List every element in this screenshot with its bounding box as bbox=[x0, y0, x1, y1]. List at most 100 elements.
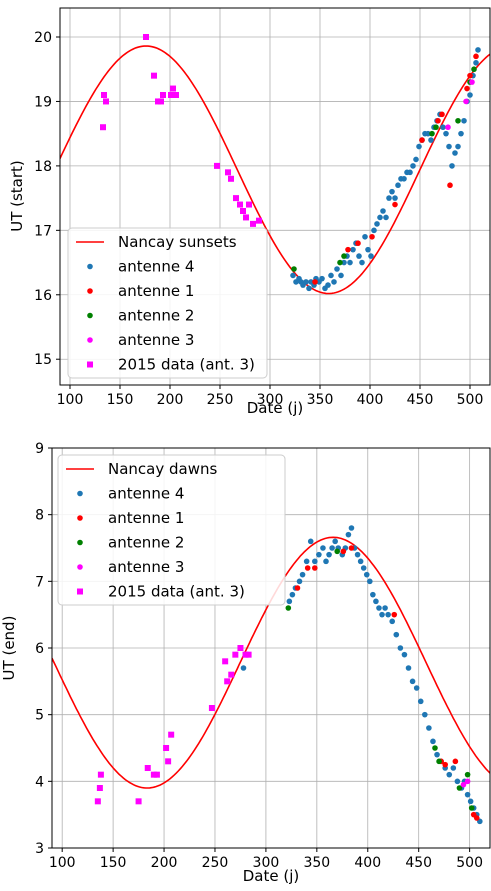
data-point bbox=[173, 92, 179, 98]
data-point bbox=[362, 233, 368, 240]
data-point bbox=[379, 611, 385, 618]
data-point bbox=[449, 163, 455, 169]
legend-label: antenne 4 bbox=[108, 485, 184, 503]
data-point bbox=[341, 253, 347, 259]
x-tick-label: 150 bbox=[100, 855, 127, 871]
legend-symbol bbox=[77, 588, 83, 595]
x-tick-label: 250 bbox=[202, 855, 229, 871]
data-point bbox=[151, 72, 157, 79]
y-tick-label: 18 bbox=[34, 159, 52, 175]
data-point bbox=[450, 765, 457, 771]
data-point bbox=[329, 545, 335, 551]
data-point bbox=[456, 785, 463, 791]
x-tick-label: 100 bbox=[49, 855, 76, 871]
axis-ticks: 100 150 200 250 300 350 400 450 500 3 4 5 6 7 8 9 bbox=[35, 441, 483, 871]
data-point bbox=[100, 124, 106, 131]
axis-ticks: 100 150 200 250 300 350 400 450 500 15 16 17 18 19 20 bbox=[34, 30, 483, 408]
data-point bbox=[452, 758, 459, 765]
plot-frame bbox=[59, 7, 491, 386]
dawn-chart-panel: 100 150 200 250 300 350 400 450 500 3 4 5 6 7 8 9 Date … bbox=[0, 441, 491, 885]
data-point bbox=[101, 92, 107, 98]
data-point bbox=[341, 259, 347, 266]
legend-symbol bbox=[87, 337, 93, 343]
data-point bbox=[401, 175, 407, 182]
data-point bbox=[373, 598, 379, 605]
legend-symbol bbox=[77, 539, 83, 546]
data-point bbox=[426, 725, 432, 731]
data-point bbox=[371, 227, 377, 234]
data-point bbox=[103, 98, 109, 105]
data-point bbox=[158, 98, 164, 105]
legend-label: 2015 data (ant. 3) bbox=[118, 356, 255, 374]
y-tick-label: 16 bbox=[34, 288, 52, 304]
data-point bbox=[243, 214, 249, 221]
data-point bbox=[397, 645, 404, 651]
data-point bbox=[312, 565, 318, 571]
data-point bbox=[357, 558, 364, 565]
data-point bbox=[285, 605, 292, 611]
data-point bbox=[337, 259, 343, 266]
data-point bbox=[429, 130, 435, 137]
data-point bbox=[363, 571, 370, 578]
data-point bbox=[350, 246, 356, 253]
data-point bbox=[332, 538, 338, 545]
data-point bbox=[97, 771, 104, 778]
data-point bbox=[224, 678, 231, 685]
data-point bbox=[360, 565, 367, 571]
data-point bbox=[395, 182, 401, 189]
data-point bbox=[458, 130, 464, 137]
legend-label: antenne 3 bbox=[108, 558, 184, 576]
x-tick-label: 200 bbox=[151, 855, 178, 871]
data-point bbox=[168, 731, 175, 738]
plot-area bbox=[60, 34, 490, 295]
data-point bbox=[434, 751, 440, 758]
data-point bbox=[455, 117, 461, 124]
legend-symbol bbox=[87, 361, 93, 368]
data-point bbox=[291, 266, 297, 272]
data-point bbox=[326, 551, 332, 558]
data-point bbox=[94, 798, 101, 805]
data-point bbox=[246, 201, 252, 208]
data-point bbox=[443, 130, 449, 137]
data-point bbox=[467, 72, 473, 79]
data-point bbox=[256, 217, 262, 224]
data-point bbox=[222, 658, 229, 665]
data-point bbox=[417, 698, 424, 705]
data-point bbox=[345, 246, 351, 253]
data-point bbox=[436, 758, 442, 765]
x-tick-label: 200 bbox=[157, 392, 184, 408]
data-point bbox=[242, 651, 249, 658]
data-point bbox=[294, 585, 301, 591]
x-tick-label: 500 bbox=[457, 392, 484, 408]
data-point bbox=[401, 651, 408, 658]
data-point bbox=[320, 545, 326, 551]
data-point bbox=[392, 201, 398, 208]
x-tick-label: 300 bbox=[253, 855, 280, 871]
data-point bbox=[289, 591, 296, 598]
data-point bbox=[382, 605, 388, 611]
data-point bbox=[389, 188, 395, 195]
legend-label: antenne 2 bbox=[118, 307, 194, 325]
data-point bbox=[237, 645, 244, 651]
data-point bbox=[225, 169, 231, 176]
data-point bbox=[454, 778, 461, 785]
data-point bbox=[432, 745, 438, 751]
data-point bbox=[153, 771, 160, 778]
data-point bbox=[316, 551, 322, 558]
data-point bbox=[377, 214, 383, 221]
legend-label: 2015 data (ant. 3) bbox=[108, 583, 245, 601]
data-point bbox=[286, 598, 293, 605]
data-point bbox=[328, 272, 334, 279]
data-point bbox=[319, 275, 325, 282]
x-tick-label: 400 bbox=[357, 392, 384, 408]
data-point bbox=[345, 531, 352, 538]
data-point bbox=[143, 34, 149, 40]
y-tick-label: 6 bbox=[35, 641, 44, 657]
data-point bbox=[386, 195, 392, 201]
data-point bbox=[323, 558, 329, 565]
y-tick-label: 20 bbox=[34, 30, 52, 46]
data-point bbox=[355, 240, 361, 247]
y-tick-label: 3 bbox=[35, 841, 44, 857]
data-point bbox=[165, 758, 172, 765]
legend-box bbox=[57, 454, 286, 606]
